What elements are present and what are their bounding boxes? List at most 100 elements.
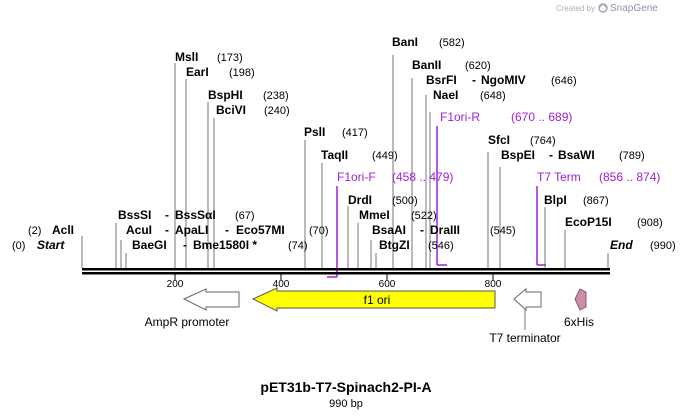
site-ecop15i[interactable]: EcoP15I (908): [565, 215, 663, 229]
site-bsssi-pos: (67): [235, 210, 255, 222]
features: AmpR promoter f1 ori T7 terminator 6xHis: [145, 287, 594, 345]
site-bsphi-name: BspHI: [208, 88, 243, 102]
site-bsaai-pos: (545): [490, 225, 516, 237]
site-msli-pos: (173): [217, 52, 243, 64]
t7-terminator-arrow[interactable]: [513, 287, 542, 312]
site-ecop15i-name: EcoP15I: [565, 215, 612, 229]
site-bcivi-name: BciVI: [216, 103, 246, 117]
site-mmei[interactable]: MmeI (522): [359, 208, 437, 222]
watermark-created-by: Created by: [556, 4, 595, 13]
site-end[interactable]: End (990): [610, 238, 676, 252]
leader-lines: [81, 55, 609, 268]
site-bani-name: BanI: [392, 35, 418, 49]
backbone-top-strand: [82, 268, 610, 271]
dna-backbone: 200 400 600 800: [82, 268, 610, 290]
site-msli-name: MslI: [175, 50, 198, 64]
site-drdi[interactable]: DrdI (500): [348, 193, 418, 207]
site-psli-name: PslI: [304, 125, 325, 139]
6xhis-label: 6xHis: [564, 315, 594, 329]
site-naei[interactable]: NaeI (648): [433, 88, 506, 102]
site-bsrfi[interactable]: BsrFI - NgoMIV (646): [426, 73, 577, 87]
site-baegi-name: BaeGI: [132, 238, 167, 252]
plasmid-title: pET31b-T7-Spinach2-PI-A: [260, 379, 431, 395]
site-taqii-name: TaqII: [321, 148, 348, 162]
site-btgzi[interactable]: BtgZI (546): [379, 238, 454, 252]
site-msli[interactable]: MslI (173): [175, 50, 243, 64]
site-taqii[interactable]: TaqII (449): [321, 148, 398, 162]
primer-f1ori-f-name: F1ori-F: [337, 170, 376, 184]
backbone-bottom-strand: [82, 272, 610, 275]
site-naei-name: NaeI: [433, 88, 458, 102]
ampr-promoter-label: AmpR promoter: [145, 315, 230, 329]
primer-f1ori-f[interactable]: F1ori-F (458 .. 479): [337, 170, 453, 184]
f1-ori-arrow[interactable]: [251, 287, 496, 312]
site-bspei[interactable]: BspEI - BsaWI (789): [501, 148, 645, 162]
snapgene-logo-icon: [598, 3, 608, 13]
snapgene-logo-mark: [598, 3, 608, 9]
site-labels: MslI (173) EarI (198) BspHI (238) BciVI (240…: [12, 35, 676, 252]
site-ecop15i-pos: (908): [637, 217, 663, 229]
plasmid-length: 990 bp: [329, 398, 363, 410]
site-apali-name: ApaLI: [175, 223, 208, 237]
site-taqii-pos: (449): [372, 150, 398, 162]
site-bsssi[interactable]: BssSI - BssSαI (67): [118, 208, 255, 222]
site-baegi-pos: (74): [288, 240, 308, 252]
tick-600-label: 600: [379, 279, 396, 290]
site-baegi[interactable]: BaeGI - Bme1580I * (74): [132, 238, 308, 252]
site-start-pos: (0): [12, 240, 25, 252]
site-sfci-pos: (764): [530, 135, 556, 147]
site-btgzi-name: BtgZI: [379, 238, 410, 252]
site-acui[interactable]: AcuI - ApaLI - Eco57MI (70): [126, 223, 329, 237]
site-bsssai-name: BssSαI: [175, 208, 216, 222]
t7-terminator-label: T7 terminator: [489, 331, 560, 345]
snapgene-watermark: Created by SnapGene: [556, 3, 658, 14]
primer-t7-term-pos: (856 .. 874): [599, 170, 660, 184]
site-blpi[interactable]: BlpI (867): [544, 193, 609, 207]
site-ngomiv-name: NgoMIV: [481, 73, 526, 87]
site-blpi-name: BlpI: [544, 193, 567, 207]
site-start-name: Start: [37, 238, 65, 252]
site-bsrfi-name: BsrFI: [426, 73, 457, 87]
site-acui-sep: -: [165, 223, 169, 237]
primer-t7-term-name: T7 Term: [537, 170, 581, 184]
site-start[interactable]: (0) Start: [12, 238, 65, 252]
primer-f1ori-f-pos: (458 .. 479): [392, 170, 453, 184]
site-bcivi[interactable]: BciVI (240): [216, 103, 290, 117]
site-bspei-name: BspEI: [501, 148, 535, 162]
site-bspei-pos: (789): [619, 150, 645, 162]
ampr-promoter-arrow[interactable]: [182, 288, 240, 311]
site-bsaai-name: BsaAI: [372, 223, 406, 237]
site-blpi-pos: (867): [583, 195, 609, 207]
site-bsphi[interactable]: BspHI (238): [208, 88, 289, 102]
site-baegi-sep: -: [183, 238, 187, 252]
site-bsaai[interactable]: BsaAI - DraIII (545): [372, 223, 516, 237]
primer-f1ori-r-name: F1ori-R: [440, 110, 480, 124]
site-draiii-name: DraIII: [430, 223, 460, 237]
site-eari[interactable]: EarI (198): [186, 65, 255, 79]
site-bme1580i-name: Bme1580I *: [193, 238, 257, 252]
site-bani-pos: (582): [439, 37, 465, 49]
site-mmei-name: MmeI: [359, 208, 390, 222]
site-banii[interactable]: BanII (620): [412, 58, 491, 72]
site-eco57mi-name: Eco57MI: [236, 223, 285, 237]
site-acli[interactable]: (2) AclI: [28, 223, 74, 237]
site-bsphi-pos: (238): [263, 90, 289, 102]
site-bsssi-name: BssSI: [118, 208, 151, 222]
site-psli[interactable]: PslI (417): [304, 125, 368, 139]
site-bsawi-name: BsaWI: [558, 148, 595, 162]
primer-t7-term[interactable]: T7 Term (856 .. 874): [537, 170, 660, 184]
primer-f1ori-r[interactable]: F1ori-R (670 .. 689): [440, 110, 572, 124]
site-banii-name: BanII: [412, 58, 441, 72]
site-bsrfi-pos: (646): [551, 75, 577, 87]
site-naei-pos: (648): [480, 90, 506, 102]
site-end-name: End: [610, 238, 633, 252]
site-bani[interactable]: BanI (582): [392, 35, 465, 49]
site-bcivi-pos: (240): [264, 105, 290, 117]
primer-markers: [327, 126, 546, 278]
site-btgzi-pos: (546): [428, 240, 454, 252]
tick-400-label: 400: [273, 279, 290, 290]
6xhis-tag-marker[interactable]: [574, 288, 587, 311]
site-drdi-pos: (500): [392, 195, 418, 207]
site-sfci[interactable]: SfcI (764): [488, 133, 556, 147]
